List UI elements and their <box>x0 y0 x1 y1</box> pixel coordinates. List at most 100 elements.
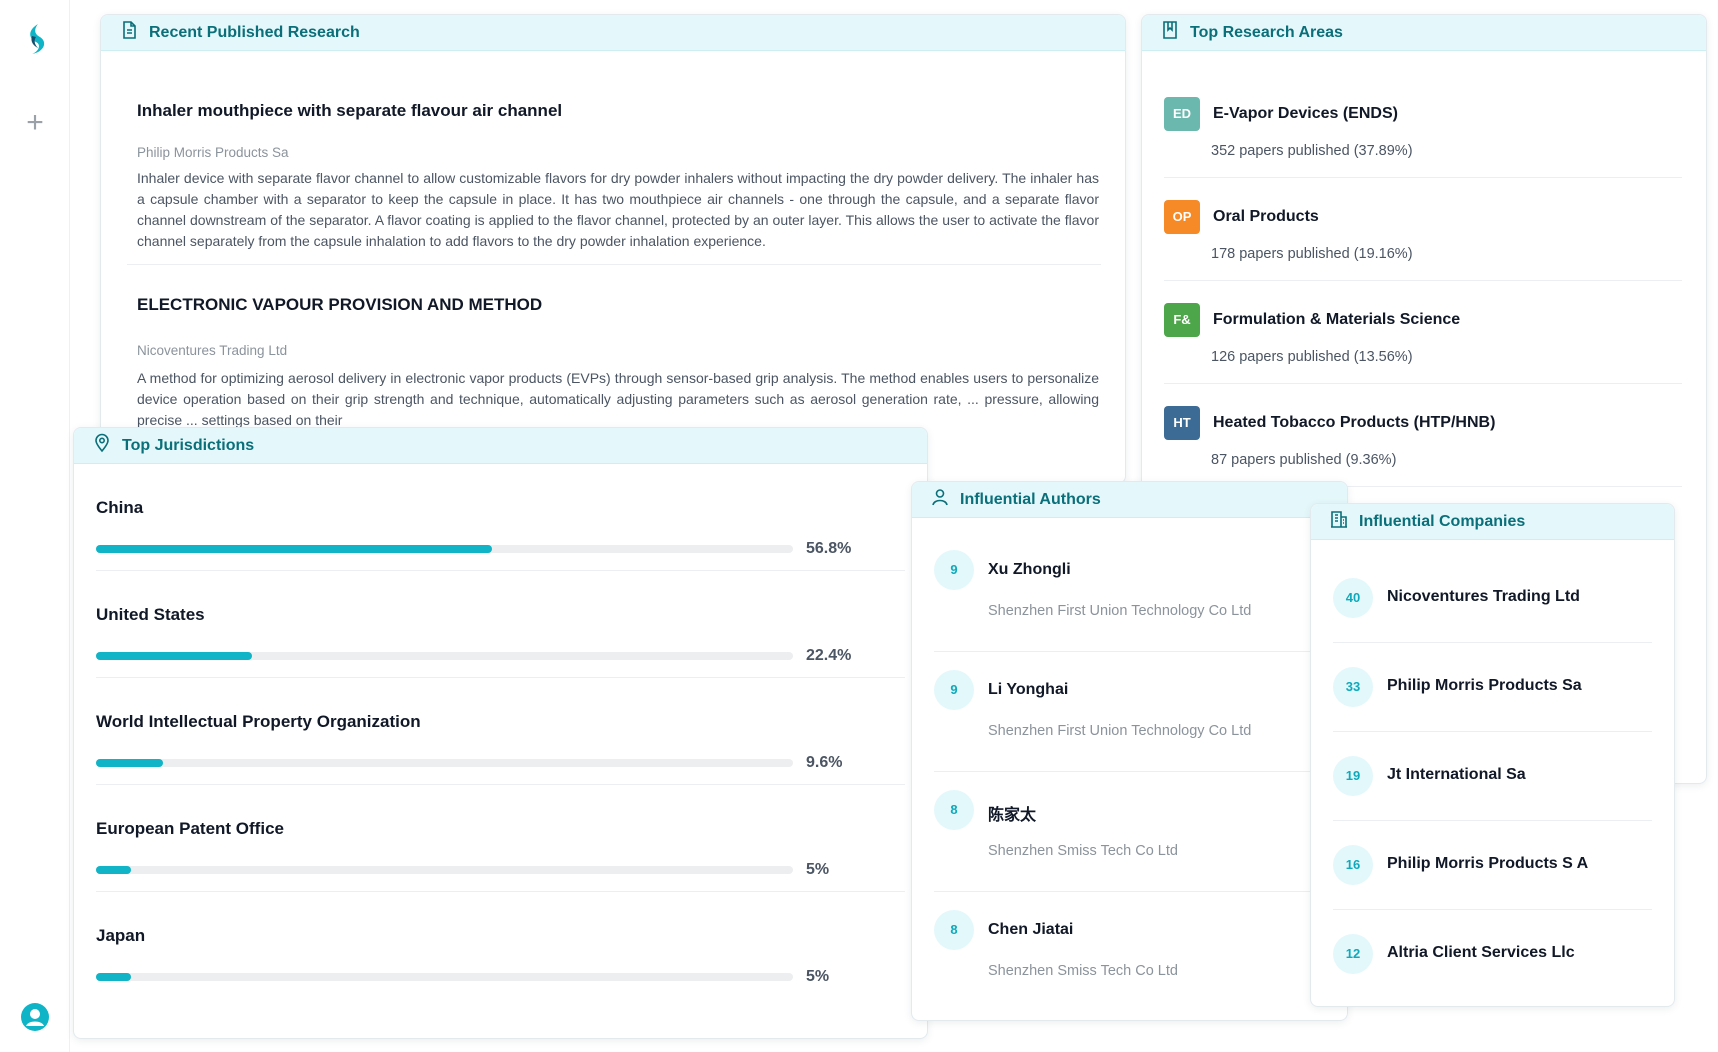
authors-list: 9 Xu Zhongli Shenzhen First Union Technolo… <box>912 518 1347 1012</box>
research-area-item[interactable]: F& Formulation & Materials Science 126 pap… <box>1164 281 1682 384</box>
jurisdiction-bar-track <box>96 545 793 553</box>
building-icon <box>1329 509 1349 534</box>
jurisdiction-item[interactable]: World Intellectual Property Organization… <box>96 678 905 785</box>
author-org: Shenzhen First Union Technology Co Ltd <box>988 603 1252 619</box>
location-pin-icon <box>92 433 112 458</box>
recent-research-card: Recent Published Research Inhaler mouthp… <box>100 14 1126 484</box>
research-area-item[interactable]: ED E-Vapor Devices (ENDS) 352 papers publi… <box>1164 75 1682 178</box>
research-area-badge: HT <box>1164 406 1200 440</box>
companies-header: Influential Companies <box>1311 504 1674 540</box>
author-paper-count: 8 <box>934 790 974 830</box>
person-icon <box>930 487 950 512</box>
paper-abstract: Inhaler device with separate flavor chan… <box>137 170 1099 249</box>
paper-item[interactable]: ELECTRONIC VAPOUR PROVISION AND METHOD N… <box>101 265 1125 431</box>
research-area-item[interactable]: HT Heated Tobacco Products (HTP/HNB) 87 pa… <box>1164 384 1682 487</box>
document-icon <box>119 20 139 45</box>
jurisdiction-bar-fill <box>96 652 253 660</box>
jurisdictions-list: China 56.8% United States 22.4% World Intell… <box>74 464 927 999</box>
paper-abstract: A method for optimizing aerosol delivery… <box>137 370 1099 428</box>
jurisdiction-item[interactable]: European Patent Office 5% <box>96 785 905 892</box>
company-item[interactable]: 16 Philip Morris Products S A <box>1333 821 1652 910</box>
company-paper-count: 12 <box>1333 934 1373 974</box>
jurisdiction-percent: 22.4% <box>806 647 852 664</box>
paper-org: Nicoventures Trading Ltd <box>137 343 288 358</box>
author-name[interactable]: 陈家太 <box>988 807 1037 824</box>
research-areas-title: Top Research Areas <box>1190 23 1343 41</box>
jurisdiction-percent: 5% <box>806 861 830 878</box>
jurisdiction-bar-track <box>96 759 793 767</box>
jurisdiction-item[interactable]: United States 22.4% <box>96 571 905 678</box>
company-name[interactable]: Philip Morris Products S A <box>1387 855 1589 872</box>
jurisdiction-percent: 9.6% <box>806 754 843 771</box>
research-areas-list: ED E-Vapor Devices (ENDS) 352 papers publi… <box>1142 75 1706 487</box>
jurisdiction-bar-track <box>96 866 793 874</box>
author-name[interactable]: Li Yonghai <box>988 681 1069 698</box>
research-area-count: 178 papers published (19.16%) <box>1211 246 1413 262</box>
research-area-badge: ED <box>1164 97 1200 131</box>
recent-research-title: Recent Published Research <box>149 23 360 41</box>
companies-card: Influential Companies 40 Nicoventures Tra… <box>1310 503 1675 1007</box>
authors-title: Influential Authors <box>960 490 1101 508</box>
author-name[interactable]: Chen Jiatai <box>988 921 1074 938</box>
company-paper-count: 33 <box>1333 667 1373 707</box>
user-icon[interactable] <box>21 1003 49 1031</box>
company-name[interactable]: Nicoventures Trading Ltd <box>1387 588 1580 605</box>
company-item[interactable]: 12 Altria Client Services Llc <box>1333 910 1652 999</box>
author-paper-count: 8 <box>934 910 974 950</box>
research-area-badge: OP <box>1164 200 1200 234</box>
jurisdiction-name[interactable]: European Patent Office <box>96 819 284 838</box>
research-area-count: 352 papers published (37.89%) <box>1211 143 1413 159</box>
company-name[interactable]: Altria Client Services Llc <box>1387 944 1575 961</box>
paper-item[interactable]: Inhaler mouthpiece with separate flavour… <box>101 51 1125 252</box>
author-item[interactable]: 9 Xu Zhongli Shenzhen First Union Technolo… <box>934 532 1317 652</box>
company-name[interactable]: Jt International Sa <box>1387 766 1526 783</box>
jurisdiction-name[interactable]: World Intellectual Property Organization <box>96 712 421 731</box>
author-name[interactable]: Xu Zhongli <box>988 561 1071 578</box>
recent-research-header: Recent Published Research <box>101 15 1125 51</box>
companies-title: Influential Companies <box>1359 512 1526 530</box>
app-logo-icon[interactable] <box>22 22 52 56</box>
jurisdiction-name[interactable]: Japan <box>96 926 146 945</box>
author-paper-count: 9 <box>934 670 974 710</box>
paper-title[interactable]: Inhaler mouthpiece with separate flavour… <box>137 101 563 120</box>
jurisdictions-card: Top Jurisdictions China 56.8% United State… <box>73 427 928 1039</box>
jurisdiction-bar-fill <box>96 759 163 767</box>
author-paper-count: 9 <box>934 550 974 590</box>
research-area-name[interactable]: Oral Products <box>1213 208 1319 225</box>
jurisdiction-name[interactable]: China <box>96 498 144 517</box>
company-item[interactable]: 33 Philip Morris Products Sa <box>1333 643 1652 732</box>
authors-card: Influential Authors 9 Xu Zhongli Shenzhen … <box>911 481 1348 1021</box>
company-item[interactable]: 40 Nicoventures Trading Ltd <box>1333 554 1652 643</box>
companies-list: 40 Nicoventures Trading Ltd 33 Philip Morri… <box>1311 540 1674 999</box>
author-org: Shenzhen Smiss Tech Co Ltd <box>988 963 1178 979</box>
research-areas-header: Top Research Areas <box>1142 15 1706 51</box>
jurisdiction-bar-track <box>96 973 793 981</box>
jurisdiction-item[interactable]: Japan 5% <box>96 892 905 999</box>
research-area-name[interactable]: Formulation & Materials Science <box>1213 311 1461 328</box>
author-org: Shenzhen Smiss Tech Co Ltd <box>988 843 1178 859</box>
research-area-count: 126 papers published (13.56%) <box>1211 349 1413 365</box>
jurisdiction-bar-track <box>96 652 793 660</box>
company-item[interactable]: 19 Jt International Sa <box>1333 732 1652 821</box>
research-area-name[interactable]: Heated Tobacco Products (HTP/HNB) <box>1213 414 1496 431</box>
company-name[interactable]: Philip Morris Products Sa <box>1387 677 1582 694</box>
jurisdiction-item[interactable]: China 56.8% <box>96 464 905 571</box>
author-item[interactable]: 8 陈家太 Shenzhen Smiss Tech Co Ltd <box>934 772 1317 892</box>
research-area-badge: F& <box>1164 303 1200 337</box>
research-area-name[interactable]: E-Vapor Devices (ENDS) <box>1213 105 1398 122</box>
author-org: Shenzhen First Union Technology Co Ltd <box>988 723 1252 739</box>
jurisdiction-name[interactable]: United States <box>96 605 205 624</box>
company-paper-count: 19 <box>1333 756 1373 796</box>
plus-icon[interactable]: + <box>26 106 44 139</box>
author-item[interactable]: 8 Chen Jiatai Shenzhen Smiss Tech Co Ltd <box>934 892 1317 1012</box>
research-area-item[interactable]: OP Oral Products 178 papers published (19.… <box>1164 178 1682 281</box>
author-item[interactable]: 9 Li Yonghai Shenzhen First Union Technolo… <box>934 652 1317 772</box>
divider <box>127 264 1101 265</box>
company-paper-count: 16 <box>1333 845 1373 885</box>
jurisdiction-percent: 56.8% <box>806 540 852 557</box>
jurisdiction-bar-fill <box>96 866 131 874</box>
sidebar: + <box>0 0 70 1052</box>
paper-org: Philip Morris Products Sa <box>137 145 289 160</box>
paper-title[interactable]: ELECTRONIC VAPOUR PROVISION AND METHOD <box>137 295 543 314</box>
book-icon <box>1160 20 1180 45</box>
